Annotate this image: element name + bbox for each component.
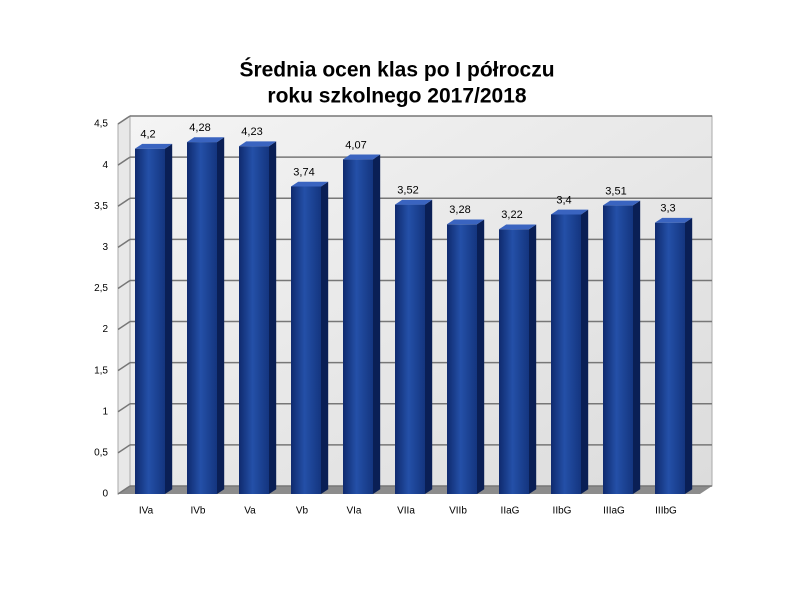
bar-top: [291, 181, 329, 187]
y-tick-label: 2,5: [94, 283, 108, 294]
grid-line: [117, 403, 131, 413]
y-tick-label: 3,5: [94, 201, 108, 212]
grid-line: [117, 320, 131, 331]
bar-side: [217, 137, 225, 495]
bar-side: [425, 199, 433, 494]
y-tick-label: 1: [102, 406, 108, 417]
bar: [551, 214, 581, 494]
y-tick-label: 0: [102, 489, 108, 500]
x-tick-label: VIIa: [397, 506, 415, 517]
bar-side: [477, 219, 485, 494]
y-tick-label: 1,5: [94, 365, 108, 376]
chart-title: roku szkolnego 2017/2018: [267, 85, 526, 108]
grid-line: [117, 115, 131, 125]
y-tick-label: 3: [102, 242, 108, 253]
value-label: 3,3: [660, 203, 675, 215]
y-tick-label: 2: [102, 324, 108, 335]
grid-line: [117, 156, 131, 166]
bar: [135, 148, 165, 494]
grid-line: [117, 197, 131, 207]
value-label: 3,52: [397, 184, 418, 196]
bar-top: [135, 143, 173, 149]
x-tick-label: VIa: [346, 506, 361, 517]
bar-top: [655, 217, 693, 223]
y-tick-label: 4: [102, 160, 108, 171]
bar: [239, 146, 269, 494]
side-wall: [117, 115, 131, 495]
x-tick-label: VIIb: [449, 506, 467, 517]
value-label: 4,2: [140, 129, 155, 141]
bar-side: [633, 200, 641, 494]
value-label: 3,28: [449, 204, 470, 216]
x-tick-label: IVb: [190, 506, 205, 517]
x-tick-label: IIaG: [501, 506, 520, 517]
bar-side: [581, 209, 589, 494]
grid-line: [117, 444, 131, 454]
y-tick-label: 4,5: [94, 119, 108, 130]
grid-line: [117, 279, 131, 290]
bar-side: [373, 154, 381, 495]
bar-side: [685, 217, 693, 494]
bar-side: [269, 141, 277, 494]
bar: [291, 186, 321, 494]
bar: [187, 142, 217, 495]
bar: [447, 224, 477, 495]
x-tick-label: IIIbG: [655, 506, 677, 517]
bar-top: [239, 141, 277, 147]
x-tick-label: Vb: [296, 506, 309, 517]
value-label: 4,28: [189, 122, 210, 134]
value-label: 3,4: [556, 194, 571, 206]
value-label: 3,51: [605, 185, 626, 197]
bar: [343, 159, 373, 494]
bar-side: [165, 143, 173, 494]
bar: [395, 204, 425, 495]
grid-line: [117, 238, 131, 248]
bar-top: [343, 154, 381, 160]
bar-top: [187, 137, 225, 143]
bar-top: [395, 199, 433, 205]
x-tick-label: IIbG: [553, 506, 572, 517]
x-tick-label: Va: [244, 506, 256, 517]
value-label: 3,74: [293, 166, 314, 178]
bar-side: [321, 181, 329, 494]
bar: [499, 229, 529, 494]
value-label: 4,23: [241, 126, 262, 138]
y-tick-label: 0,5: [94, 448, 108, 459]
grid-line: [117, 362, 131, 372]
bar-side: [529, 224, 537, 494]
value-label: 4,07: [345, 139, 366, 151]
bar: [655, 222, 685, 494]
x-tick-label: IIIaG: [603, 506, 625, 517]
value-label: 3,22: [501, 209, 522, 221]
bar-top: [447, 219, 485, 225]
bar-top: [603, 200, 641, 206]
bar-top: [551, 209, 589, 215]
bar: [603, 205, 633, 494]
x-tick-label: IVa: [139, 506, 154, 517]
grid-line: [117, 485, 131, 495]
bar-top: [499, 224, 537, 230]
chart-title: Średnia ocen klas po I półroczu: [239, 58, 554, 82]
